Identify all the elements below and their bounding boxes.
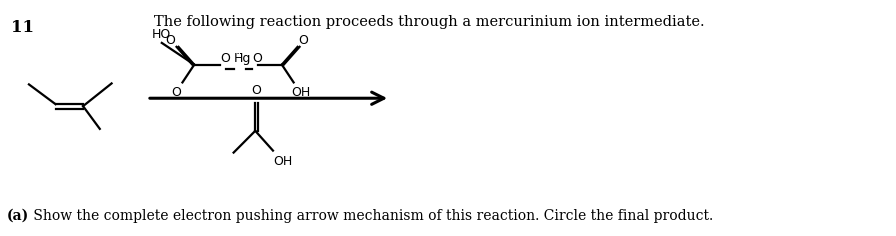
Text: OH: OH — [273, 155, 292, 168]
Text: 11: 11 — [12, 19, 34, 36]
Text: O: O — [251, 84, 262, 97]
Text: (a): (a) — [6, 209, 29, 223]
Text: Show the complete electron pushing arrow mechanism of this reaction. Circle the : Show the complete electron pushing arrow… — [29, 209, 713, 223]
Text: O: O — [298, 34, 308, 47]
Text: O: O — [172, 86, 182, 99]
Text: OH: OH — [292, 86, 311, 99]
Text: HO: HO — [152, 28, 171, 41]
Text: The following reaction proceeds through a mercurinium ion intermediate.: The following reaction proceeds through … — [154, 15, 704, 29]
Text: Ḧg: Ḧg — [234, 52, 251, 65]
Text: O: O — [253, 52, 263, 65]
Text: O: O — [166, 34, 176, 47]
Text: O: O — [220, 52, 229, 65]
